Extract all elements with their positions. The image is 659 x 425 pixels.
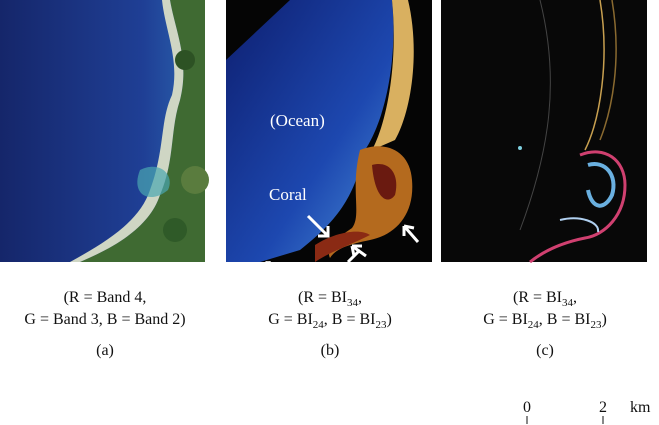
image-b: (Ocean) Coral Seagrass Sand [226,0,432,278]
caption-line: G = BI24, B = BI23) [268,311,392,331]
subscript: 23 [375,319,387,331]
subscript: 24 [528,319,540,331]
panel-label: (a) [96,342,114,359]
subscript: 24 [313,319,325,331]
panel-label: (c) [536,342,554,359]
caption-text: , [573,289,577,306]
subscript: 34 [347,297,359,309]
annotation: Coral [269,185,307,204]
caption-text: G = Band 3, B = Band 2) [24,311,185,328]
annotation: (Ocean) [270,111,325,130]
caption-text: , [358,289,362,306]
figure: (Ocean) Coral Seagrass Sand (R = Band 4,… [0,0,659,425]
caption-line: (R = BI34, [513,289,577,309]
subscript: 34 [562,297,574,309]
scale-unit: km [630,399,651,416]
panel-label: (b) [321,342,340,359]
image-c [441,0,647,262]
caption-text: (R = Band 4, [64,289,147,306]
caption-text: (R = BI [513,289,562,306]
annotation: Seagrass [263,257,322,276]
caption-line: (R = Band 4, [64,289,147,306]
subscript: 23 [590,319,602,331]
caption-text: G = BI [268,311,313,328]
scale-label: 0 [523,399,531,416]
caption-line: G = Band 3, B = Band 2) [24,311,185,328]
caption-text: ) [386,311,391,328]
scale-label: 2 [599,399,607,416]
caption-line: (R = BI34, [298,289,362,309]
caption-text: , B = BI [539,311,591,328]
caption-text: (R = BI [298,289,347,306]
caption-text: G = BI [483,311,528,328]
scale-bar: 0 2 km [523,399,651,424]
image-a [0,0,209,262]
caption-text: ) [601,311,606,328]
caption-text: , B = BI [324,311,376,328]
caption-line: G = BI24, B = BI23) [483,311,607,331]
annotation: Sand [383,259,418,278]
